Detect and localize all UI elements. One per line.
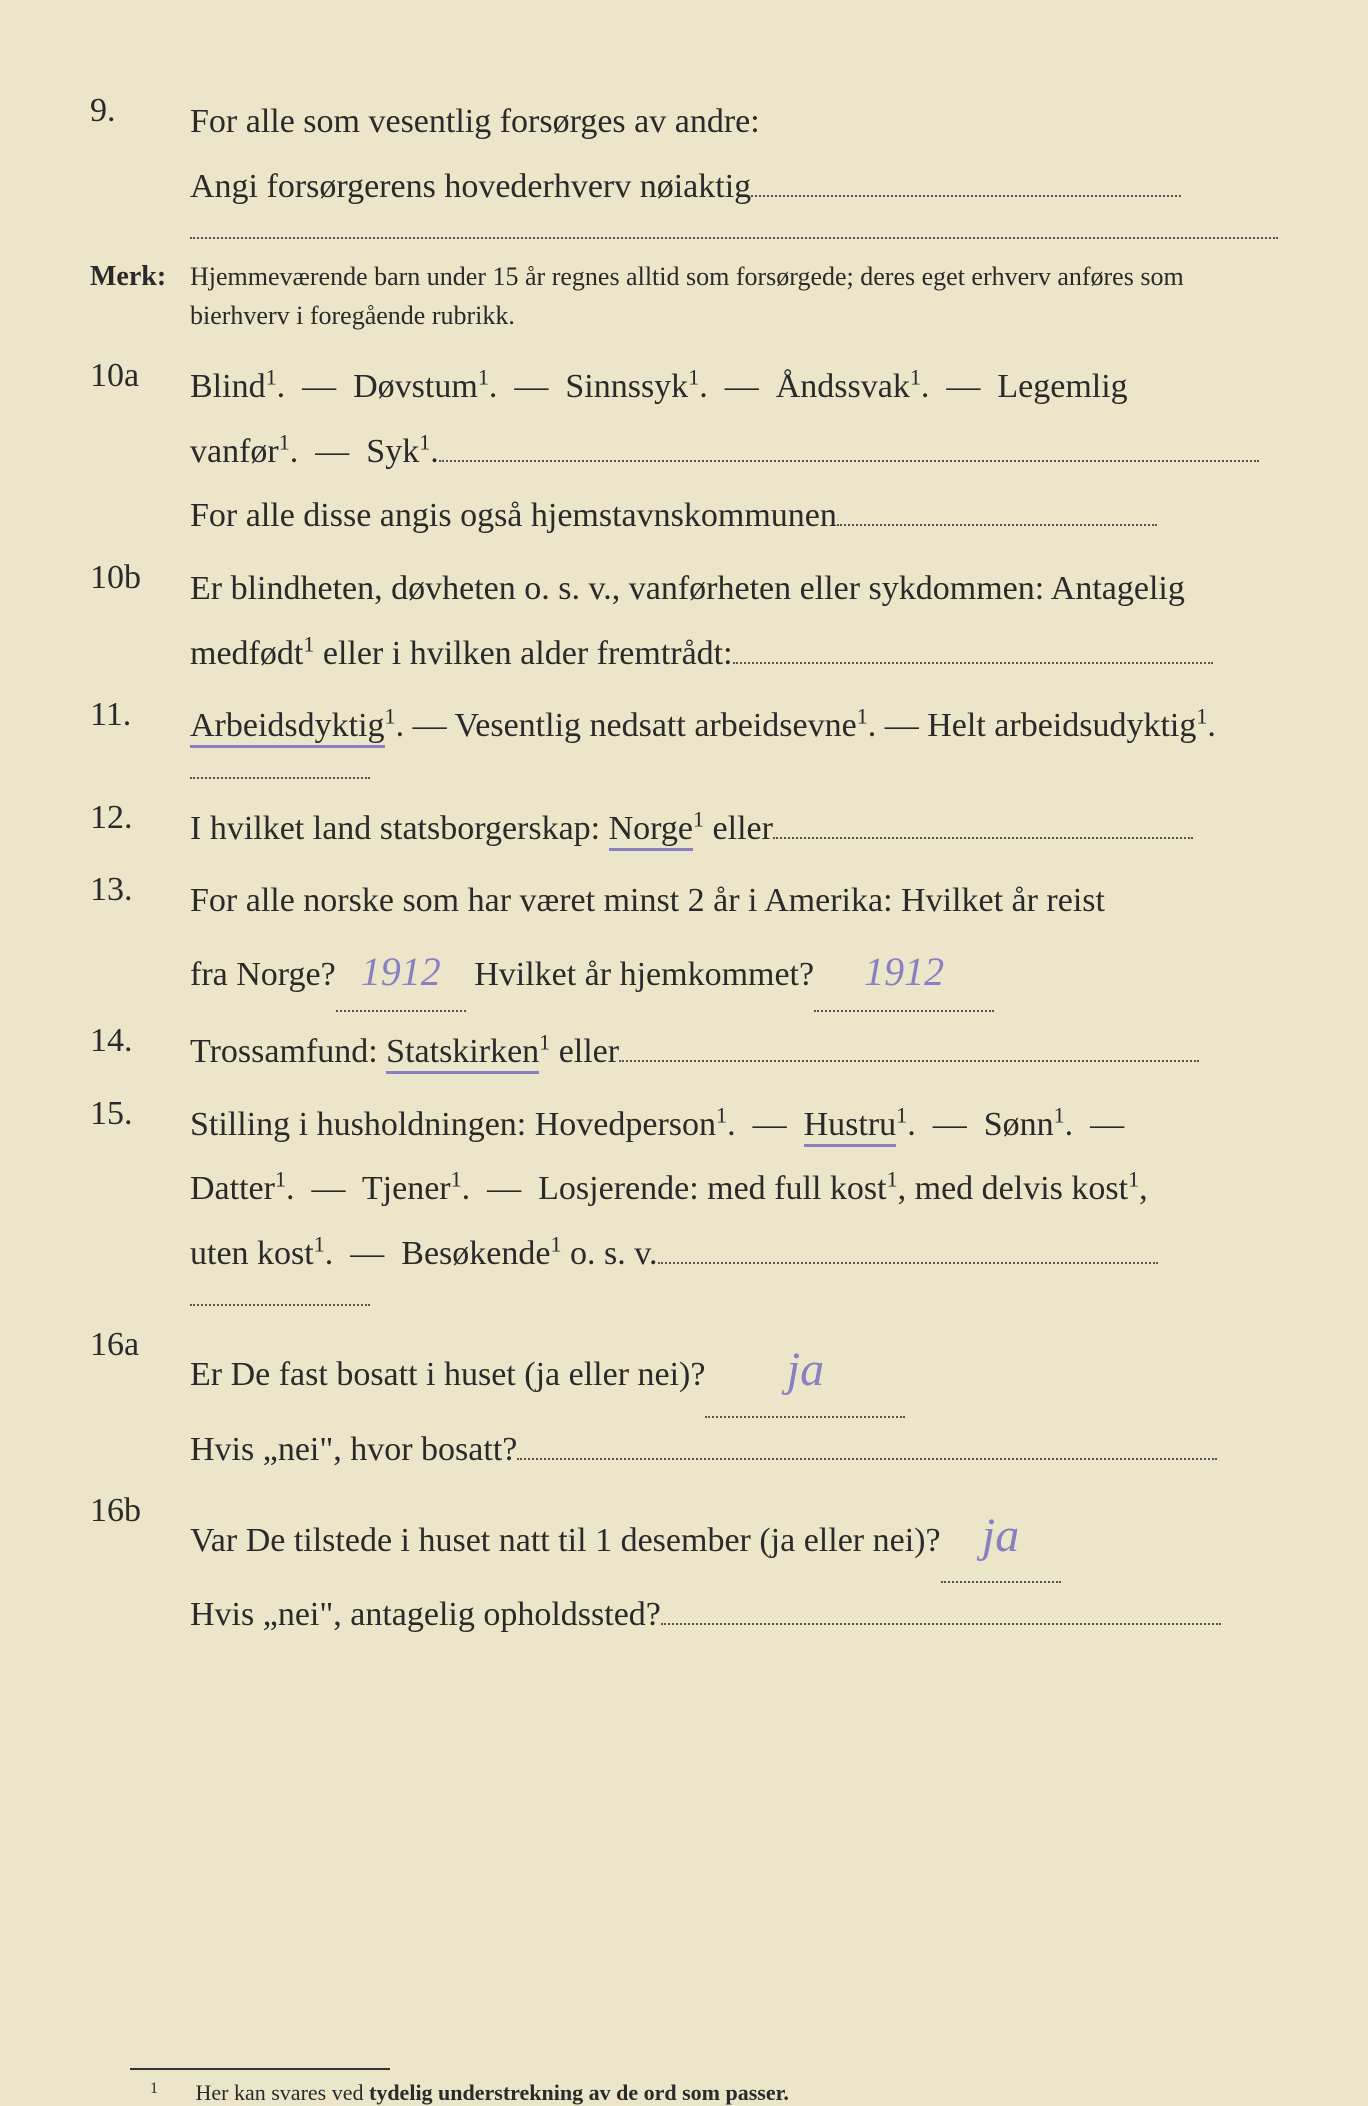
q10a-number: 10a: [90, 355, 190, 395]
q9-line2: Angi forsørgerens hovederhverv nøiaktig: [190, 168, 751, 205]
question-11: 11. Arbeidsdyktig1. — Vesentlig nedsatt …: [90, 694, 1278, 759]
q10b-content: Er blindheten, døvheten o. s. v., vanfør…: [190, 557, 1278, 686]
q16b-blank: [661, 1623, 1221, 1625]
merk-note: Merk: Hjemmeværende barn under 15 år reg…: [90, 257, 1278, 335]
q14-pre: Trossamfund:: [190, 1033, 386, 1070]
q16a-number: 16a: [90, 1324, 190, 1364]
q11-content: Arbeidsdyktig1. — Vesentlig nedsatt arbe…: [190, 694, 1278, 759]
q16a-line2: Hvis „nei", hvor bosatt?: [190, 1431, 517, 1468]
q10a-blank2: [837, 524, 1157, 526]
q16b-line2: Hvis „nei", antagelig opholdssted?: [190, 1596, 661, 1633]
q15-uten: uten kost: [190, 1235, 314, 1272]
q10b-line1: Er blindheten, døvheten o. s. v., vanfør…: [190, 570, 1185, 607]
q10b-number: 10b: [90, 557, 190, 597]
question-16a: 16a Er De fast bosatt i huset (ja eller …: [90, 1324, 1278, 1482]
q9-content: For alle som vesentlig forsørges av andr…: [190, 90, 1278, 219]
opt-norge: Norge: [609, 810, 693, 851]
question-15: 15. Stilling i husholdningen: Hovedperso…: [90, 1093, 1278, 1287]
merk-label: Merk:: [90, 257, 190, 293]
question-12: 12. I hvilket land statsborgerskap: Norg…: [90, 797, 1278, 862]
question-9: 9. For alle som vesentlig forsørges av a…: [90, 90, 1278, 219]
opt-vanfor: vanfør: [190, 433, 279, 470]
q12-post: eller: [704, 810, 773, 847]
q16a-blank: [517, 1458, 1217, 1460]
q13-fra: fra Norge?: [190, 956, 336, 993]
q16b-number: 16b: [90, 1490, 190, 1530]
opt-hovedperson: Hovedperson: [535, 1106, 716, 1143]
opt-arbeidsdyktig: Arbeidsdyktig: [190, 707, 385, 748]
q10a-content: Blind1. — Døvstum1. — Sinnssyk1. — Åndss…: [190, 355, 1278, 549]
q12-pre: I hvilket land statsborgerskap:: [190, 810, 609, 847]
q13-line1: For alle norske som har været minst 2 år…: [190, 882, 1105, 919]
footnote-pre: Her kan svares ved: [196, 2080, 370, 2105]
q11-number: 11.: [90, 694, 190, 734]
q13-content: For alle norske som har været minst 2 år…: [190, 869, 1278, 1012]
opt-nedsatt: Vesentlig nedsatt arbeidsevne: [454, 707, 856, 744]
q13-ans1: 1912: [336, 934, 466, 1012]
q15-number: 15.: [90, 1093, 190, 1133]
opt-sonn: Sønn: [984, 1106, 1054, 1143]
q16a-content: Er De fast bosatt i huset (ja eller nei)…: [190, 1324, 1278, 1482]
footnote-rule: [130, 2068, 390, 2070]
q13-ans2: 1912: [814, 934, 994, 1012]
opt-udyktig: Helt arbeidsudyktig: [927, 707, 1196, 744]
q14-number: 14.: [90, 1020, 190, 1060]
question-10b: 10b Er blindheten, døvheten o. s. v., va…: [90, 557, 1278, 686]
q16a-ans: ja: [705, 1324, 905, 1417]
opt-sinnssyk: Sinnssyk: [565, 368, 688, 405]
q16a-line1: Er De fast bosatt i huset (ja eller nei)…: [190, 1356, 705, 1393]
divider: [190, 777, 370, 779]
q12-content: I hvilket land statsborgerskap: Norge1 e…: [190, 797, 1278, 862]
q12-blank: [773, 837, 1193, 839]
q14-blank: [619, 1060, 1199, 1062]
q9-blank: [751, 195, 1181, 197]
question-16b: 16b Var De tilstede i huset natt til 1 d…: [90, 1490, 1278, 1648]
q14-post: eller: [550, 1033, 619, 1070]
footnote-bold: tydelig understrekning av de ord som pas…: [369, 2080, 789, 2105]
footnote: 1 Her kan svares ved tydelig understrekn…: [150, 2080, 1278, 2106]
q15-content: Stilling i husholdningen: Hovedperson1. …: [190, 1093, 1278, 1287]
q10a-blank1: [439, 460, 1259, 462]
q9-number: 9.: [90, 90, 190, 130]
q16b-ans: ja: [941, 1490, 1061, 1583]
opt-andssvak: Åndssvak: [776, 368, 910, 405]
q13-number: 13.: [90, 869, 190, 909]
q16b-line1: Var De tilstede i huset natt til 1 desem…: [190, 1522, 941, 1559]
opt-syk: Syk: [366, 433, 419, 470]
q15-delvis: , med delvis kost: [898, 1170, 1128, 1207]
q15-osv: o. s. v.: [562, 1235, 658, 1272]
question-13: 13. For alle norske som har været minst …: [90, 869, 1278, 1012]
q15-blank: [658, 1262, 1158, 1264]
opt-statskirken: Statskirken: [386, 1033, 539, 1074]
q14-content: Trossamfund: Statskirken1 eller: [190, 1020, 1278, 1085]
q16b-content: Var De tilstede i huset natt til 1 desem…: [190, 1490, 1278, 1648]
divider: [190, 1304, 370, 1306]
footnote-num: 1: [150, 2080, 190, 2098]
q15-pre: Stilling i husholdningen:: [190, 1106, 535, 1143]
q10b-post: eller i hvilken alder fremtrådt:: [314, 635, 732, 672]
opt-hustru: Hustru: [804, 1106, 897, 1147]
opt-datter: Datter: [190, 1170, 275, 1207]
q10a-line3: For alle disse angis også hjemstavnskomm…: [190, 497, 837, 534]
opt-dovstum: Døvstum: [353, 368, 478, 405]
question-10a: 10a Blind1. — Døvstum1. — Sinnssyk1. — Å…: [90, 355, 1278, 549]
q10b-blank: [733, 662, 1213, 664]
opt-besokende: Besøkende: [401, 1235, 550, 1272]
opt-legemlig: Legemlig: [997, 368, 1127, 405]
merk-text: Hjemmeværende barn under 15 år regnes al…: [190, 257, 1278, 335]
opt-blind: Blind: [190, 368, 266, 405]
q15-los: Losjerende: med full kost: [538, 1170, 886, 1207]
opt-tjener: Tjener: [362, 1170, 451, 1207]
q12-number: 12.: [90, 797, 190, 837]
question-14: 14. Trossamfund: Statskirken1 eller: [90, 1020, 1278, 1085]
q9-line1: For alle som vesentlig forsørges av andr…: [190, 103, 760, 140]
q10b-medfodt: medfødt: [190, 635, 303, 672]
divider: [190, 237, 1278, 239]
q13-hjem: Hvilket år hjemkommet?: [466, 956, 814, 993]
